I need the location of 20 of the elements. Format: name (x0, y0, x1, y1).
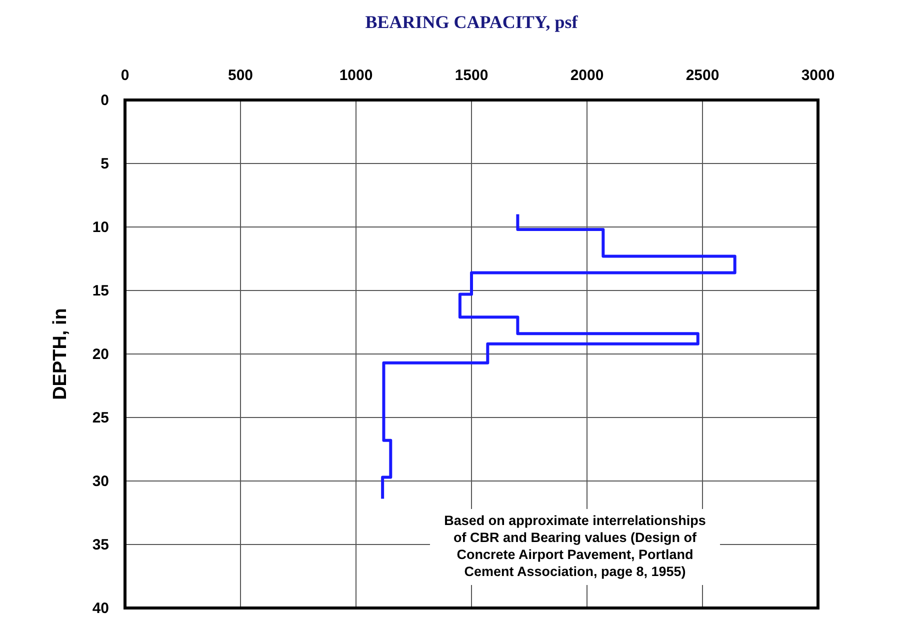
y-tick-label: 15 (92, 282, 109, 300)
x-tick-label: 2500 (686, 67, 720, 84)
line-series (381, 212, 736, 500)
x-tick-label: 3000 (801, 67, 835, 84)
y-tick-label: 25 (92, 410, 109, 426)
x-tick-label: 1500 (454, 67, 488, 84)
y-tick-label: 10 (92, 219, 109, 236)
x-tick-label: 500 (228, 67, 254, 84)
y-tick-label: 20 (92, 346, 109, 363)
annotation: Based on approximate interrelationships of CBR and Bearing values (Design of Concrete Airport Pavement, Portland Cement Association, page 8, 1955) (444, 513, 706, 579)
y-tick-label: 30 (92, 473, 109, 490)
y-tick-label: 40 (92, 600, 109, 617)
y-tick-label: 0 (100, 92, 109, 109)
y-tick-label: 5 (100, 156, 109, 172)
y-axis-title: DEPTH, in (50, 308, 71, 400)
x-tick-label: 0 (120, 67, 130, 84)
x-tick-label: 2000 (570, 67, 604, 84)
y-tick-label: 35 (92, 536, 109, 554)
x-tick-label: 1000 (339, 67, 373, 84)
x-axis-title: BEARING CAPACITY, psf (365, 12, 579, 32)
